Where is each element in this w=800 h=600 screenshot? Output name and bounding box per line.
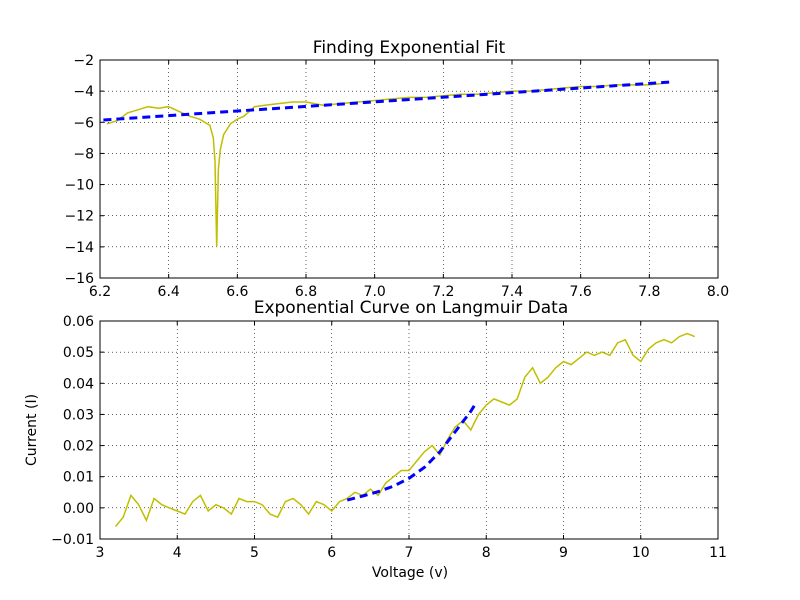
- data-line: [114, 332, 696, 527]
- y-tick-label: 0.06: [63, 314, 94, 330]
- x-tick-label: 11: [709, 545, 727, 561]
- y-tick-label: −16: [64, 271, 94, 287]
- y-tick-label: 0.02: [63, 439, 94, 455]
- y-tick-label: −0.01: [51, 532, 94, 548]
- x-tick-label: 8.0: [707, 284, 729, 300]
- x-tick-label: 3: [96, 545, 105, 561]
- series-bottom: [114, 332, 696, 527]
- fit-line: [346, 404, 476, 502]
- x-tick-label: 7.0: [364, 284, 386, 300]
- x-tick-label: 6.6: [226, 284, 248, 300]
- x-tick-label: 7: [405, 545, 414, 561]
- x-tick-label: 6.8: [295, 284, 317, 300]
- ticks-bottom: 3 4 5 6 7 8 9 10 11 −0.01 0.00 0.01 0.02 0.03 0.04 0.05…: [51, 314, 727, 561]
- fit-line: [103, 80, 674, 122]
- x-tick-label: 4: [173, 545, 182, 561]
- x-tick-label: 7.2: [432, 284, 454, 300]
- ylabel-bottom: Current (I): [24, 394, 40, 466]
- title-top: Finding Exponential Fit: [313, 38, 506, 58]
- y-tick-label: −4: [73, 84, 94, 100]
- x-tick-label: 6: [327, 545, 336, 561]
- y-tick-label: 0.00: [63, 501, 94, 517]
- x-tick-label: 7.6: [570, 284, 592, 300]
- y-tick-label: 0.01: [63, 470, 94, 486]
- x-tick-label: 6.2: [89, 284, 111, 300]
- data-line: [106, 82, 664, 247]
- y-tick-label: −8: [73, 146, 94, 162]
- y-tick-label: −14: [64, 240, 94, 256]
- x-tick-label: 8: [482, 545, 491, 561]
- y-tick-label: −12: [64, 209, 94, 225]
- y-tick-label: −6: [73, 115, 94, 131]
- plot-bottom: Exponential Curve on Langmuir Data 3 4 5 6 7…: [24, 298, 727, 581]
- x-tick-label: 6.4: [158, 284, 180, 300]
- xlabel-bottom: Voltage (v): [372, 565, 448, 581]
- series-top: [103, 80, 674, 247]
- y-tick-label: 0.04: [63, 376, 94, 392]
- grid-bottom: [99, 320, 719, 540]
- ticks-top: 6.2 6.4 6.6 6.8 7.0 7.2 7.4 7.6 7.8 8.0 −16 −14 −12 −…: [64, 53, 729, 300]
- x-tick-label: 9: [559, 545, 568, 561]
- plot-top: Finding Exponential Fit 6.2 6.4 6.6 6.8 7.0 7…: [64, 38, 729, 300]
- y-tick-label: −2: [73, 53, 94, 69]
- x-tick-label: 10: [632, 545, 650, 561]
- x-tick-label: 7.8: [638, 284, 660, 300]
- y-tick-label: −10: [64, 178, 94, 194]
- y-tick-label: 0.03: [63, 407, 94, 423]
- x-tick-label: 7.4: [501, 284, 523, 300]
- title-bottom: Exponential Curve on Langmuir Data: [254, 298, 569, 318]
- y-tick-label: 0.05: [63, 345, 94, 361]
- frame-top: [99, 59, 719, 279]
- grid-top: [99, 59, 719, 279]
- x-tick-label: 5: [250, 545, 259, 561]
